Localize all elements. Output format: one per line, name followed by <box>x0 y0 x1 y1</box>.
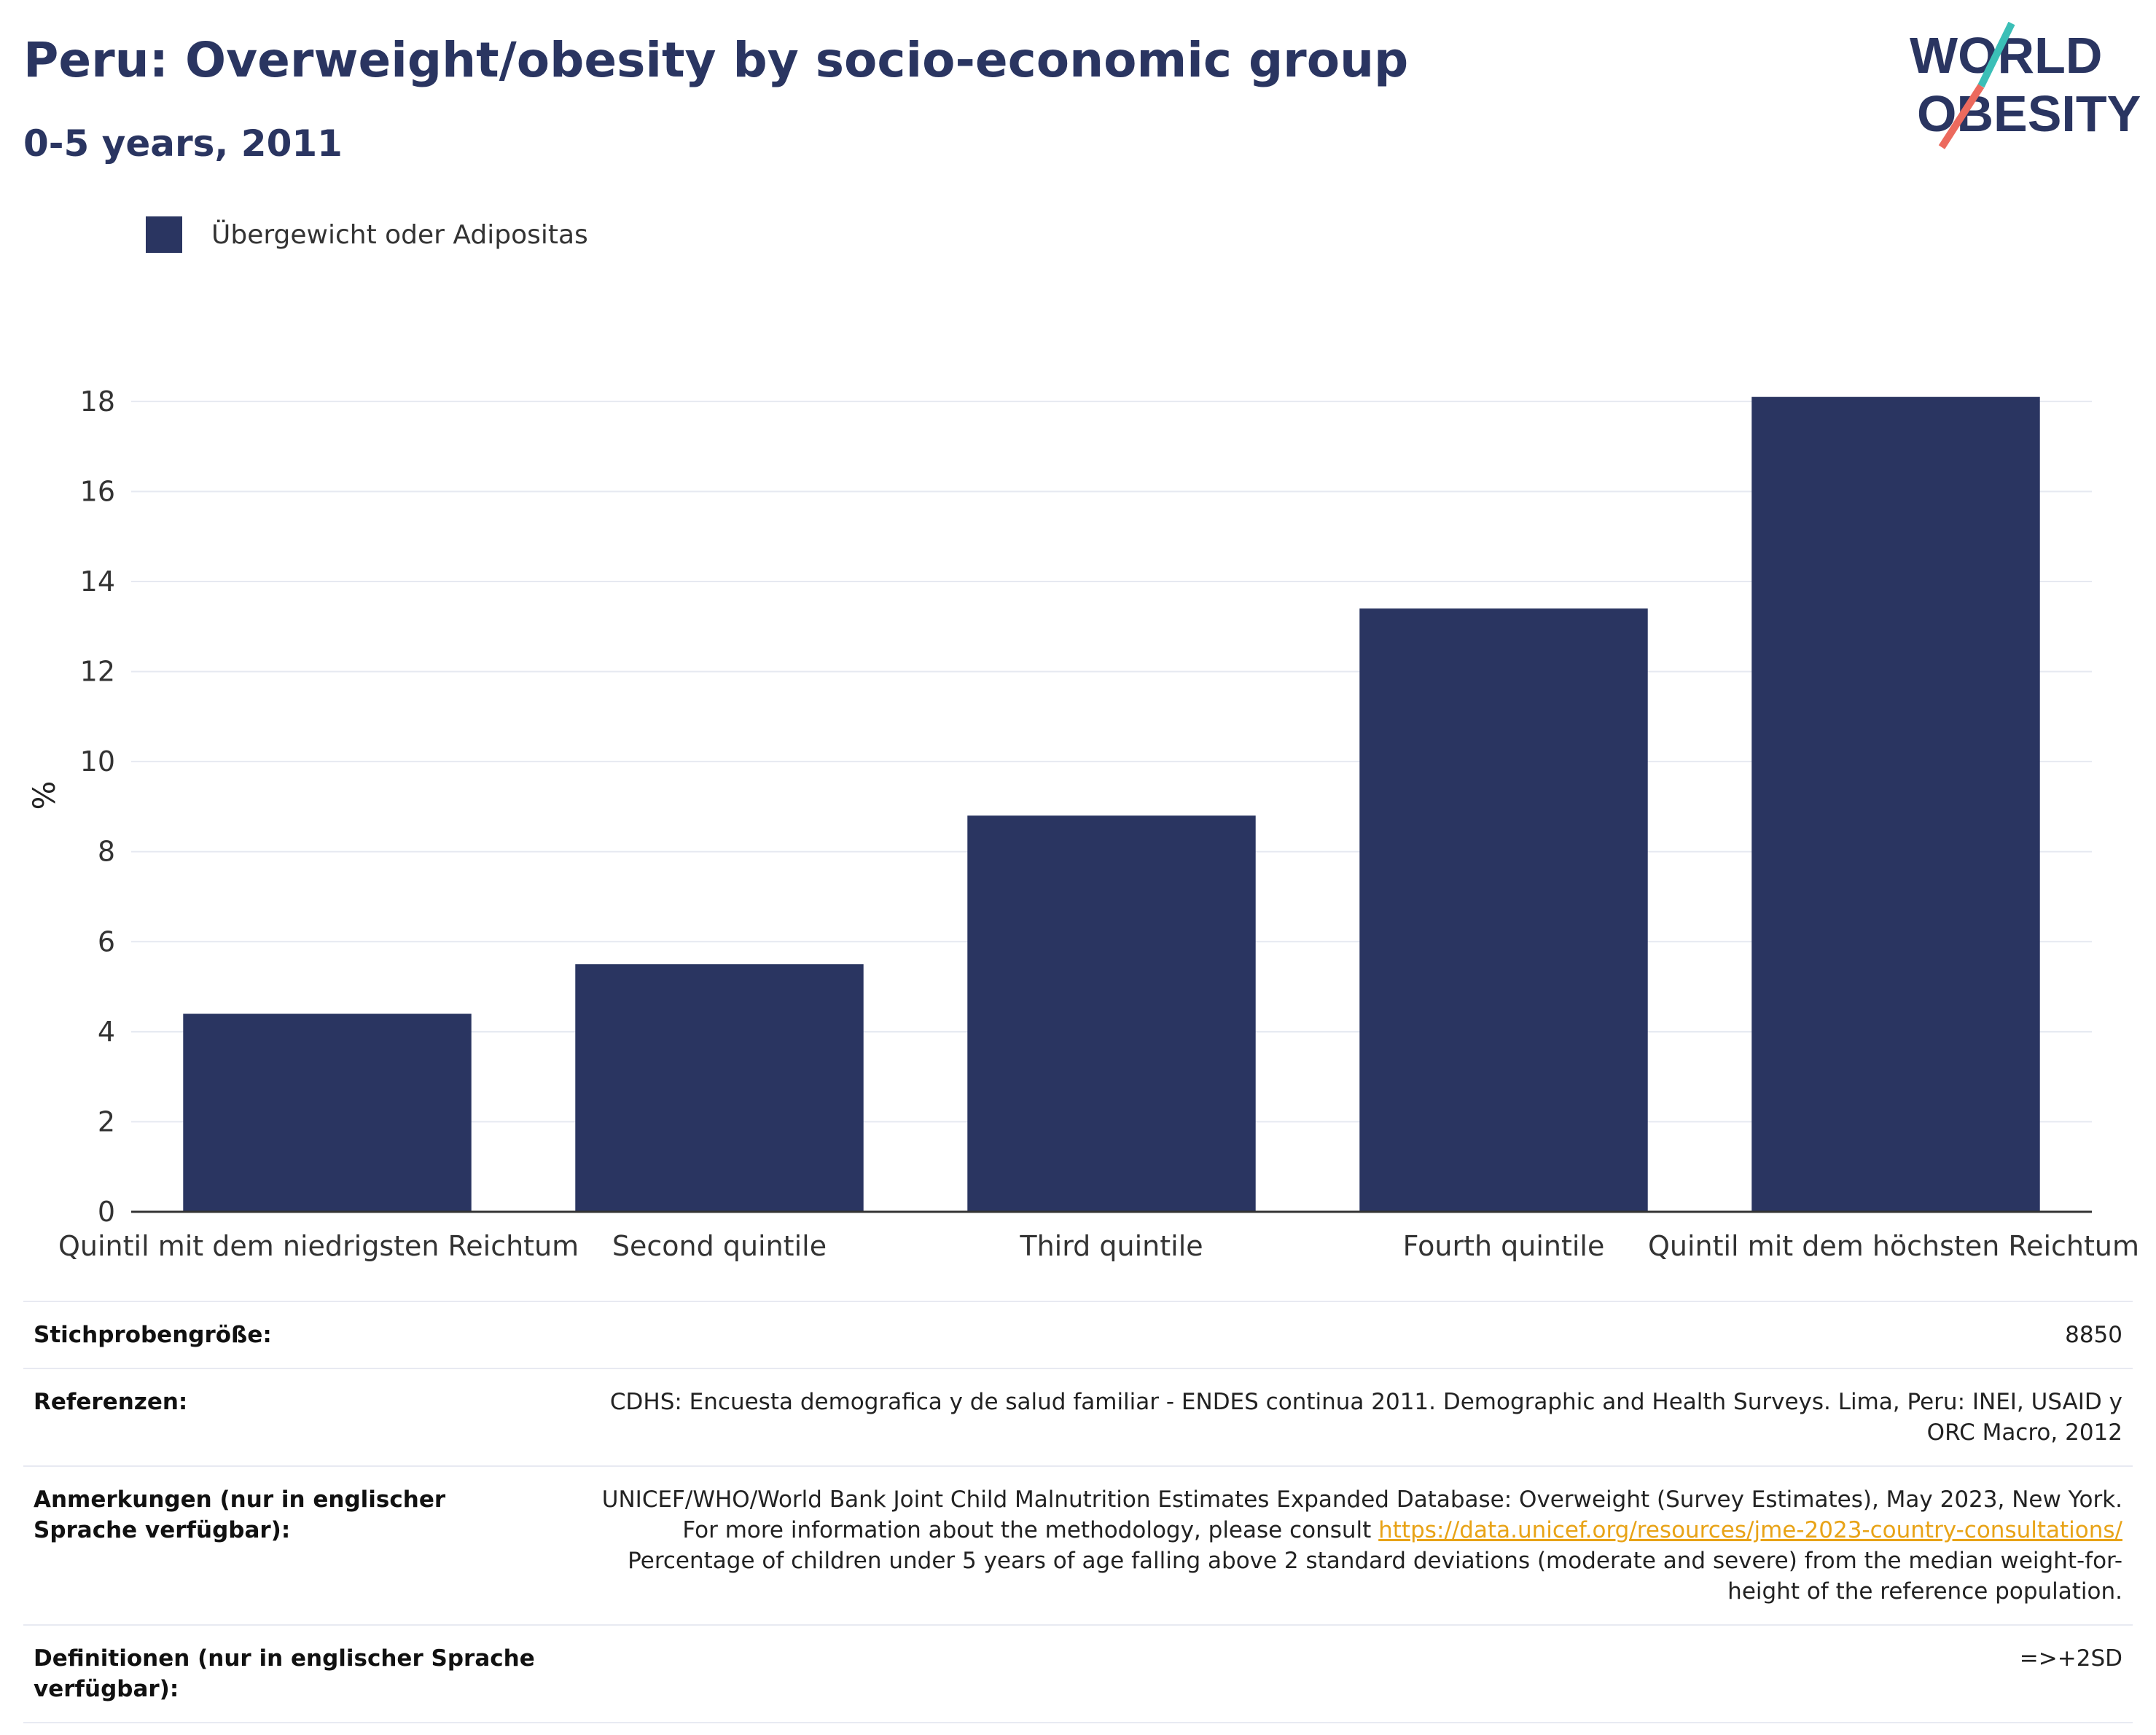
legend[interactable]: Übergewicht oder Adipositas <box>146 216 588 253</box>
notes-value: UNICEF/WHO/World Bank Joint Child Malnut… <box>554 1466 2133 1625</box>
y-tick-label: 2 <box>98 1105 115 1137</box>
bars <box>183 396 2040 1212</box>
axis-labels: 0 2 4 6 8 10 12 14 16 18 Quintil mit dem niedrigst… <box>26 385 2139 1262</box>
bar-chart: 0 2 4 6 8 10 12 14 16 18 Quintil mit dem niedrigst… <box>26 385 2139 1262</box>
notes-text-2: Percentage of children under 5 years of … <box>628 1548 2122 1605</box>
y-tick-label: 4 <box>98 1016 115 1048</box>
sample-size-label: Stichprobengröße: <box>34 1322 272 1348</box>
info-row-definitions: Definitionen (nur in englischer Sprache … <box>23 1625 2133 1723</box>
y-tick-label: 18 <box>80 385 115 418</box>
bar[interactable] <box>1751 396 2040 1212</box>
world-obesity-logo[interactable]: WORLD OBESITY <box>1895 22 2143 153</box>
info-table: Stichprobengröße: 8850 Referenzen: CDHS:… <box>23 1301 2133 1723</box>
y-tick-label: 6 <box>98 925 115 957</box>
y-tick-label: 10 <box>80 745 115 778</box>
definitions-label: Definitionen (nur in englischer Sprache … <box>34 1645 535 1702</box>
y-tick-label: 8 <box>98 836 115 868</box>
x-tick-label: Quintil mit dem niedrigsten Reichtum <box>58 1230 579 1262</box>
legend-swatch <box>146 216 182 253</box>
bar[interactable] <box>967 815 1256 1212</box>
sample-size-value: 8850 <box>2065 1322 2122 1348</box>
references-label: Referenzen: <box>34 1389 188 1415</box>
info-row-sample-size: Stichprobengröße: 8850 <box>23 1301 2133 1368</box>
references-value: CDHS: Encuesta demografica y de salud fa… <box>609 1389 2122 1446</box>
chart-subtitle: 0-5 years, 2011 <box>23 122 343 165</box>
logo-slash-teal <box>1977 22 2015 88</box>
x-tick-label: Third quintile <box>1019 1230 1203 1262</box>
x-tick-label: Quintil mit dem höchsten Reichtum <box>1648 1230 2139 1262</box>
y-tick-label: 14 <box>80 565 115 598</box>
legend-label: Übergewicht oder Adipositas <box>211 219 588 250</box>
logo-slash-coral <box>1938 84 1985 149</box>
y-tick-label: 0 <box>98 1196 115 1228</box>
info-row-references: Referenzen: CDHS: Encuesta demografica y… <box>23 1368 2133 1466</box>
bar[interactable] <box>183 1014 472 1212</box>
y-tick-label: 12 <box>80 656 115 688</box>
notes-label: Anmerkungen (nur in englischer Sprache v… <box>34 1487 446 1543</box>
y-tick-label: 16 <box>80 475 115 507</box>
methodology-link[interactable]: https://data.unicef.org/resources/jme-20… <box>1378 1517 2122 1543</box>
definitions-value: =>+2SD <box>2019 1645 2122 1672</box>
bar[interactable] <box>575 964 864 1212</box>
x-tick-label: Fourth quintile <box>1403 1230 1605 1262</box>
bar[interactable] <box>1359 608 1648 1212</box>
notes-text-1: UNICEF/WHO/World Bank Joint Child Malnut… <box>601 1487 2122 1543</box>
chart-title: Peru: Overweight/obesity by socio-econom… <box>23 32 1409 88</box>
info-row-notes: Anmerkungen (nur in englischer Sprache v… <box>23 1466 2133 1625</box>
y-axis-title: % <box>26 781 62 810</box>
x-tick-label: Second quintile <box>612 1230 827 1262</box>
